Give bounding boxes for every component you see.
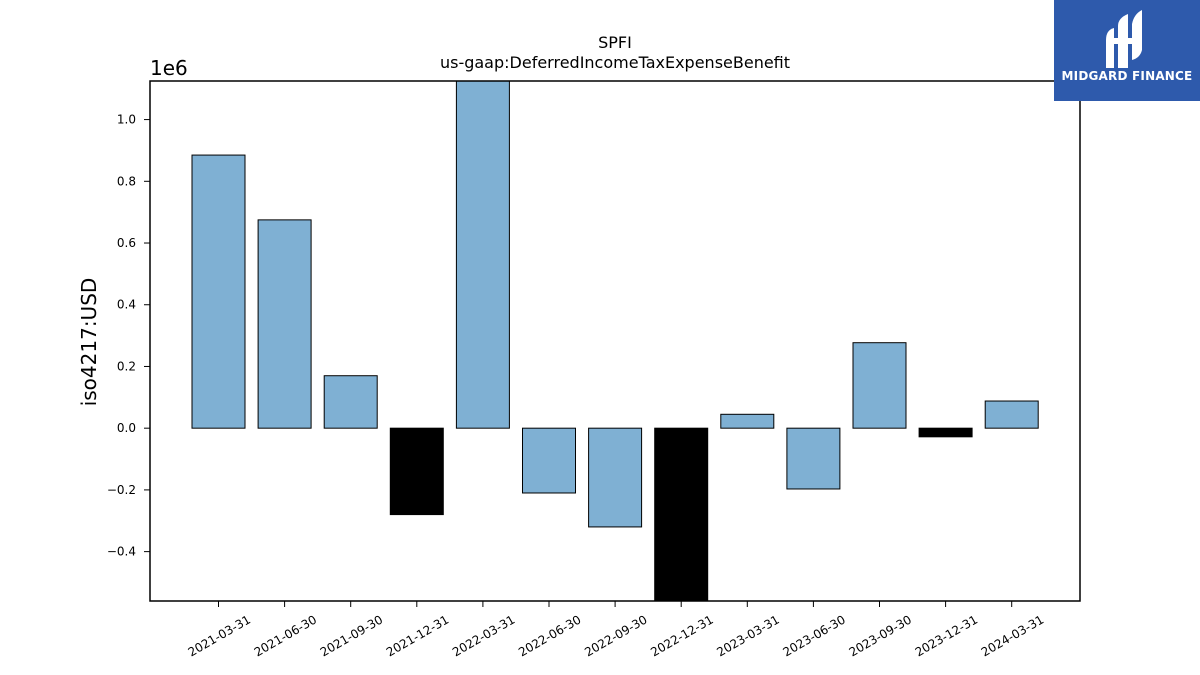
y-tick-label: 0.6: [117, 236, 136, 250]
x-tick-label: 2021-03-31: [186, 612, 253, 659]
bar-2023-12-31: [918, 427, 973, 438]
x-tick-label: 2022-09-30: [582, 612, 649, 659]
bar-2023-09-30: [852, 342, 907, 429]
y-axis-label: iso4217:USD: [77, 278, 101, 407]
bar-2022-03-31: [455, 80, 510, 429]
bar-2022-09-30: [588, 427, 643, 528]
bar-2021-12-31: [389, 427, 444, 516]
plot-frame: [149, 80, 1081, 602]
x-tick-label: 2023-06-30: [780, 612, 847, 659]
x-tick-label: 2023-12-31: [913, 612, 980, 659]
chart-subtitle: us-gaap:DeferredIncomeTaxExpenseBenefit: [440, 53, 790, 72]
bar-2023-03-31: [720, 413, 775, 429]
bar-2022-06-30: [522, 427, 576, 494]
bar-2023-06-30: [786, 427, 841, 490]
y-tick-label: 0.4: [117, 298, 136, 312]
x-tick-label: 2022-03-31: [450, 612, 517, 659]
x-tick-label: 2022-06-30: [516, 612, 583, 659]
bar-2022-12-31: [654, 427, 709, 602]
y-tick-label: 0.2: [117, 359, 136, 373]
bar-2024-03-31: [984, 400, 1039, 429]
x-tick-label: 2021-06-30: [252, 612, 319, 659]
x-axis: 2021-03-312021-06-302021-09-302021-12-31…: [186, 601, 1046, 659]
bar-2021-06-30: [257, 219, 312, 429]
x-tick-label: 2021-09-30: [318, 612, 385, 659]
bar-2021-03-31: [191, 154, 246, 429]
brand-logo: MIDGARD FINANCE: [1054, 0, 1200, 101]
brand-name: MIDGARD FINANCE: [1061, 69, 1193, 83]
x-tick-label: 2023-03-31: [714, 612, 781, 659]
chart-title: SPFI: [598, 33, 632, 52]
midgard-logo-icon: [1106, 10, 1142, 68]
y-tick-label: 0.8: [117, 174, 136, 188]
y-axis: −0.4 −0.2 0.0 0.2 0.4 0.6 0.8 1.0: [107, 113, 150, 559]
y-tick-label: 0.0: [117, 421, 136, 435]
x-tick-label: 2021-12-31: [384, 612, 451, 659]
x-tick-label: 2022-12-31: [648, 612, 715, 659]
x-tick-label: 2023-09-30: [847, 612, 914, 659]
x-tick-label: 2024-03-31: [979, 612, 1046, 659]
bar-2021-09-30: [323, 375, 378, 429]
y-scale-label: 1e6: [150, 56, 188, 80]
bar-series: [191, 80, 1039, 602]
y-tick-label: −0.2: [107, 483, 136, 497]
y-tick-label: −0.4: [107, 545, 136, 559]
y-tick-label: 1.0: [117, 113, 136, 127]
